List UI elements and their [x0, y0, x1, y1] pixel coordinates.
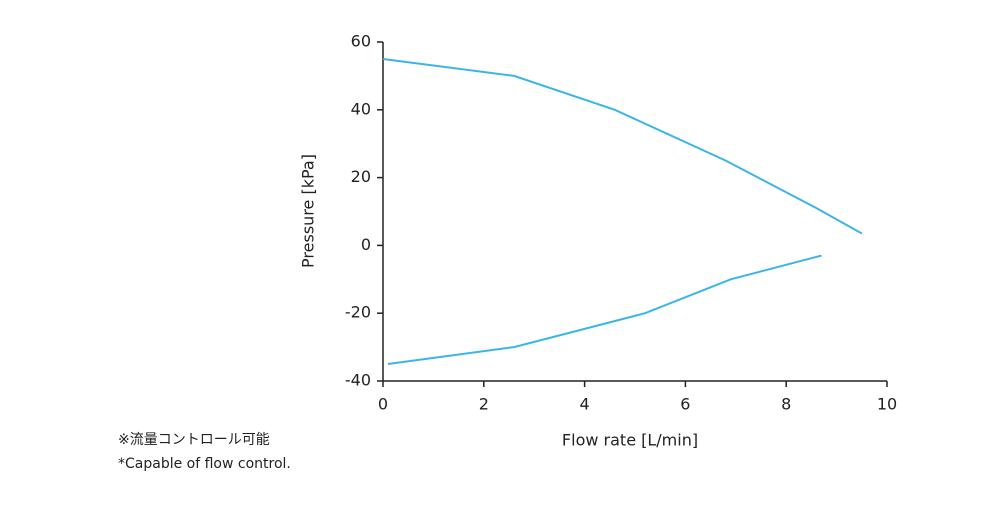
x-tick-label: 6 [680, 395, 690, 414]
y-tick-label: 40 [351, 99, 371, 118]
x-tick-label: 4 [580, 395, 590, 414]
x-tick-label: 0 [378, 395, 388, 414]
x-tick-label: 10 [877, 395, 897, 414]
note: ※流量コントロール可能 [118, 432, 270, 448]
y-axis-title: Pressure [kPa] [299, 154, 318, 268]
series-line [382, 57, 863, 235]
note: *Capable of flow control. [118, 456, 291, 472]
y-tick-label: -20 [345, 303, 371, 322]
x-axis-title: Flow rate [L/min] [562, 431, 698, 450]
y-tick-label: -40 [345, 371, 371, 390]
y-tick-label: 60 [351, 32, 371, 51]
x-tick-label: 2 [479, 395, 489, 414]
y-tick-label: 0 [361, 235, 371, 254]
series-line [387, 254, 822, 366]
x-tick-label: 8 [781, 395, 791, 414]
y-tick-label: 20 [351, 167, 371, 186]
